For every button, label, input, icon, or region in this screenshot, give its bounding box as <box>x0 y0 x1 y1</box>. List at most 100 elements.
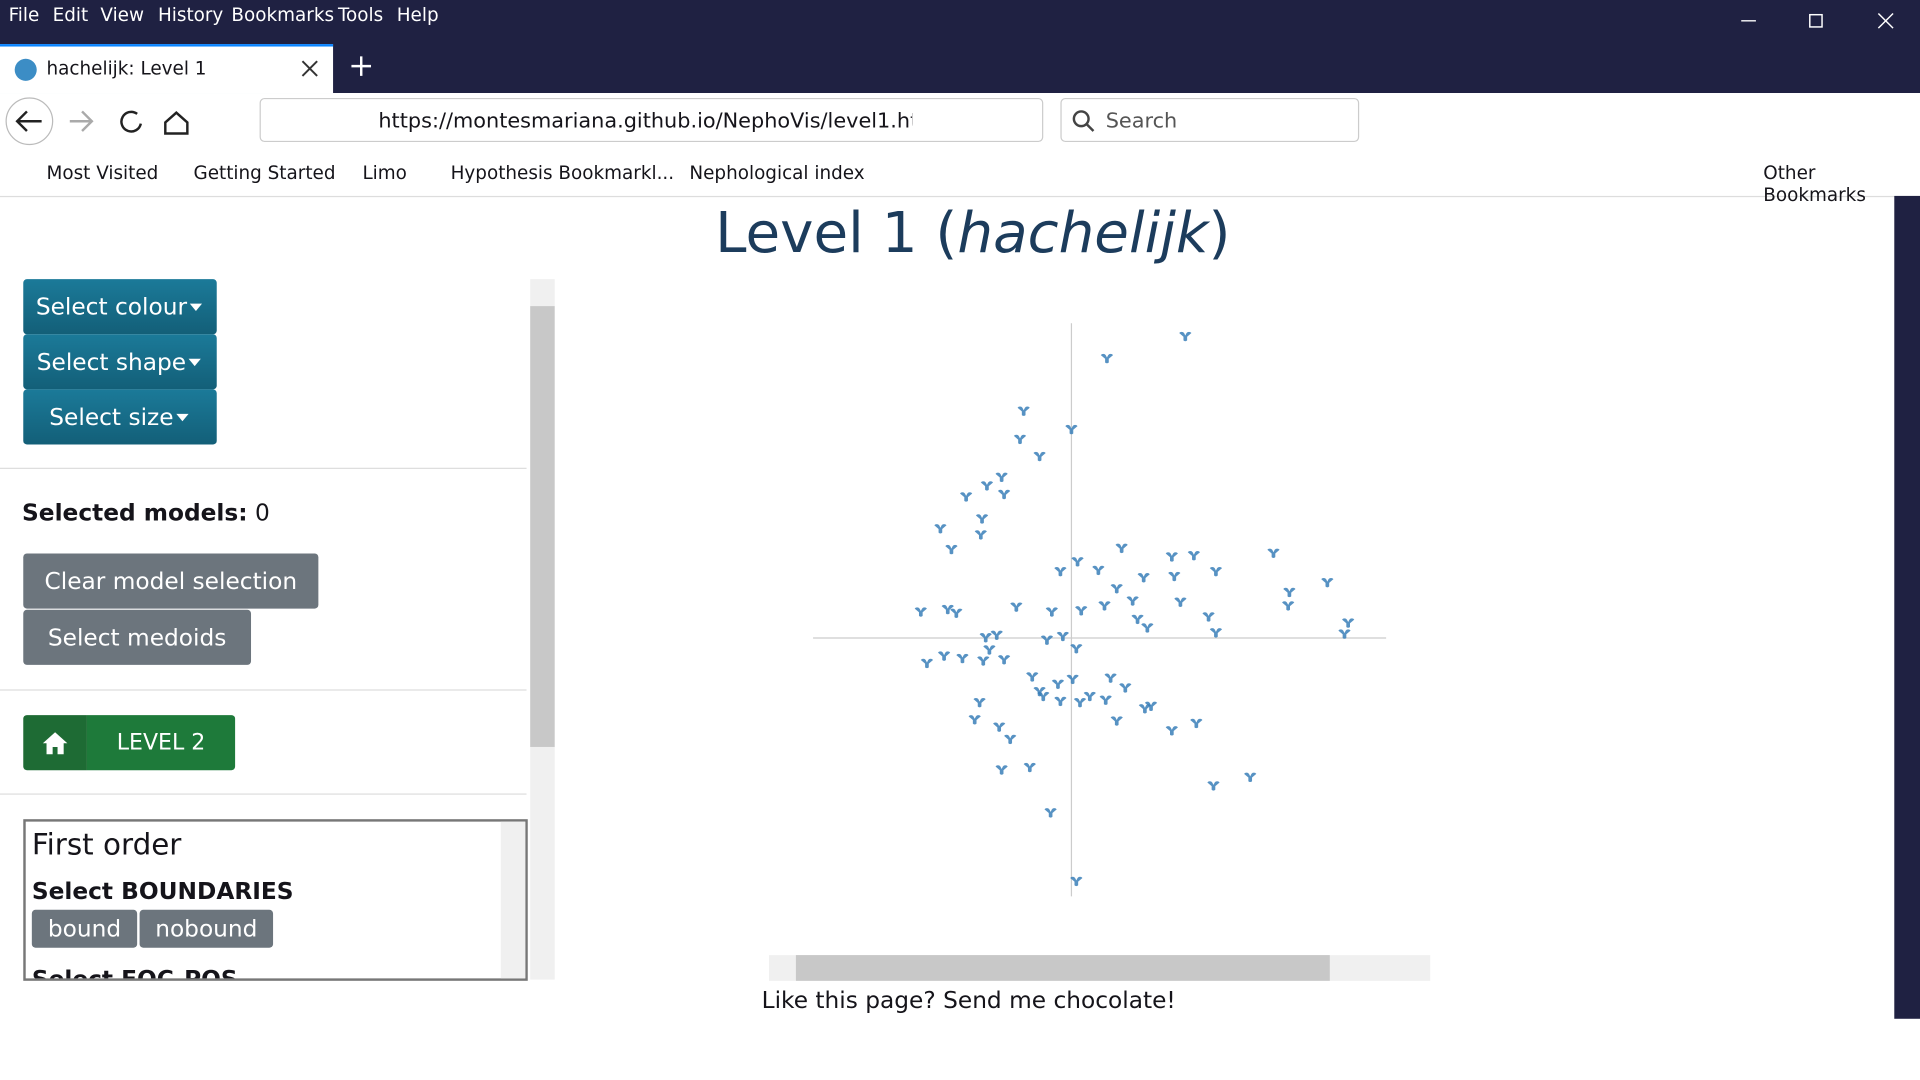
point <box>1010 602 1023 612</box>
home-icon <box>42 731 68 754</box>
title-prefix: Level 1 ( <box>715 199 958 266</box>
panel-scrollbar[interactable] <box>500 821 526 979</box>
point <box>1099 695 1112 705</box>
point <box>945 544 958 555</box>
scatter-plot <box>813 323 1387 897</box>
point <box>1165 552 1178 562</box>
point <box>1070 876 1083 887</box>
level-button[interactable]: LEVEL 2 <box>86 715 236 771</box>
point <box>1141 623 1154 633</box>
group-label: Select BOUNDARIES <box>31 877 294 905</box>
dropdown-button[interactable]: Select colour <box>23 279 217 335</box>
point <box>1017 406 1030 416</box>
point <box>997 489 1011 500</box>
bookmark[interactable]: Hypothesis Bookmarkl... <box>450 161 675 184</box>
clear-button[interactable]: Clear model selection <box>23 553 319 609</box>
point <box>1126 596 1139 606</box>
url: https://montesmariana.github.io/NephoVis… <box>378 108 912 134</box>
point <box>1187 551 1201 561</box>
footer: Like this page? Send me chocolate! <box>761 986 1176 1014</box>
point <box>1054 696 1067 707</box>
bookmark[interactable]: Getting Started <box>193 161 336 184</box>
tab-title: hachelijk: Level 1 <box>46 57 207 80</box>
nav-buttons[interactable] <box>5 97 201 146</box>
dropdown-button[interactable]: Select size <box>23 389 217 445</box>
menu-item[interactable]: Bookmarks <box>231 3 335 26</box>
bookmarks-bar <box>0 149 1920 198</box>
point <box>937 651 951 661</box>
menu-item[interactable]: Edit <box>52 3 89 26</box>
point <box>1033 686 1046 697</box>
point <box>1004 734 1017 745</box>
point <box>960 492 973 502</box>
point <box>920 658 934 669</box>
level-label: LEVEL 2 <box>116 729 206 756</box>
point <box>1209 566 1223 577</box>
bookmark[interactable]: Most Visited <box>46 161 159 184</box>
tab-icon <box>14 58 37 81</box>
point <box>1115 543 1128 554</box>
menu-item[interactable]: File <box>8 3 40 26</box>
divider <box>0 467 527 469</box>
new-tab[interactable] <box>350 55 372 77</box>
point <box>995 472 1008 483</box>
point <box>983 645 996 655</box>
option-button[interactable]: nobound <box>139 909 274 948</box>
option-button[interactable]: bound <box>31 909 138 948</box>
dropdown-button[interactable]: Select shape <box>23 334 217 390</box>
medoids-button[interactable]: Select medoids <box>23 609 252 665</box>
scroll-thumb[interactable] <box>795 955 1330 981</box>
point <box>1098 601 1111 611</box>
dropdown-label: Select size <box>49 403 174 431</box>
url-bar[interactable]: https://montesmariana.github.io/NephoVis… <box>259 97 1044 143</box>
point <box>980 481 994 491</box>
point <box>1044 808 1057 818</box>
point <box>1026 672 1039 682</box>
close-tab[interactable] <box>301 60 318 77</box>
search-icon <box>1072 110 1095 132</box>
point <box>1075 606 1088 616</box>
point <box>1168 571 1181 582</box>
search-bar[interactable]: Search <box>1060 97 1360 143</box>
divider <box>0 689 527 691</box>
point <box>1092 565 1105 576</box>
page-scrollbar[interactable] <box>1894 195 1920 1019</box>
clear-label: Clear model selection <box>44 567 298 595</box>
point <box>995 765 1008 775</box>
home-button[interactable] <box>23 715 87 771</box>
tab[interactable]: hachelijk: Level 1 <box>0 44 334 94</box>
bookmark[interactable]: Nephological index <box>689 161 865 184</box>
point <box>941 604 954 615</box>
point <box>1144 701 1158 712</box>
menu-item[interactable]: Help <box>396 3 439 26</box>
menu-item[interactable]: Tools <box>337 3 384 26</box>
point <box>1282 601 1295 611</box>
point <box>977 656 990 666</box>
point <box>956 653 969 664</box>
point <box>950 608 963 618</box>
point <box>1321 577 1334 588</box>
scroll-thumb[interactable] <box>530 306 555 747</box>
point <box>979 633 992 643</box>
point <box>1267 548 1280 558</box>
plot-scrollbar[interactable] <box>768 955 1431 981</box>
point <box>1244 772 1257 783</box>
caret <box>176 413 189 421</box>
bookmark[interactable]: Limo <box>362 161 407 184</box>
point <box>1066 674 1079 685</box>
sidebar-scrollbar[interactable] <box>530 279 555 980</box>
point <box>1071 557 1084 567</box>
other-bookmarks[interactable]: Other Bookmarks <box>1763 161 1866 206</box>
point <box>1065 424 1078 435</box>
menu-item[interactable]: View <box>100 3 145 26</box>
point <box>1051 679 1065 689</box>
point <box>1040 635 1054 645</box>
point <box>1165 726 1178 736</box>
search-placeholder: Search <box>1105 108 1178 134</box>
point <box>1054 566 1067 577</box>
point <box>973 697 986 708</box>
page-title: Level 1 (hachelijk) <box>715 200 1230 266</box>
point <box>1033 451 1046 462</box>
menu-item[interactable]: History <box>157 3 224 26</box>
